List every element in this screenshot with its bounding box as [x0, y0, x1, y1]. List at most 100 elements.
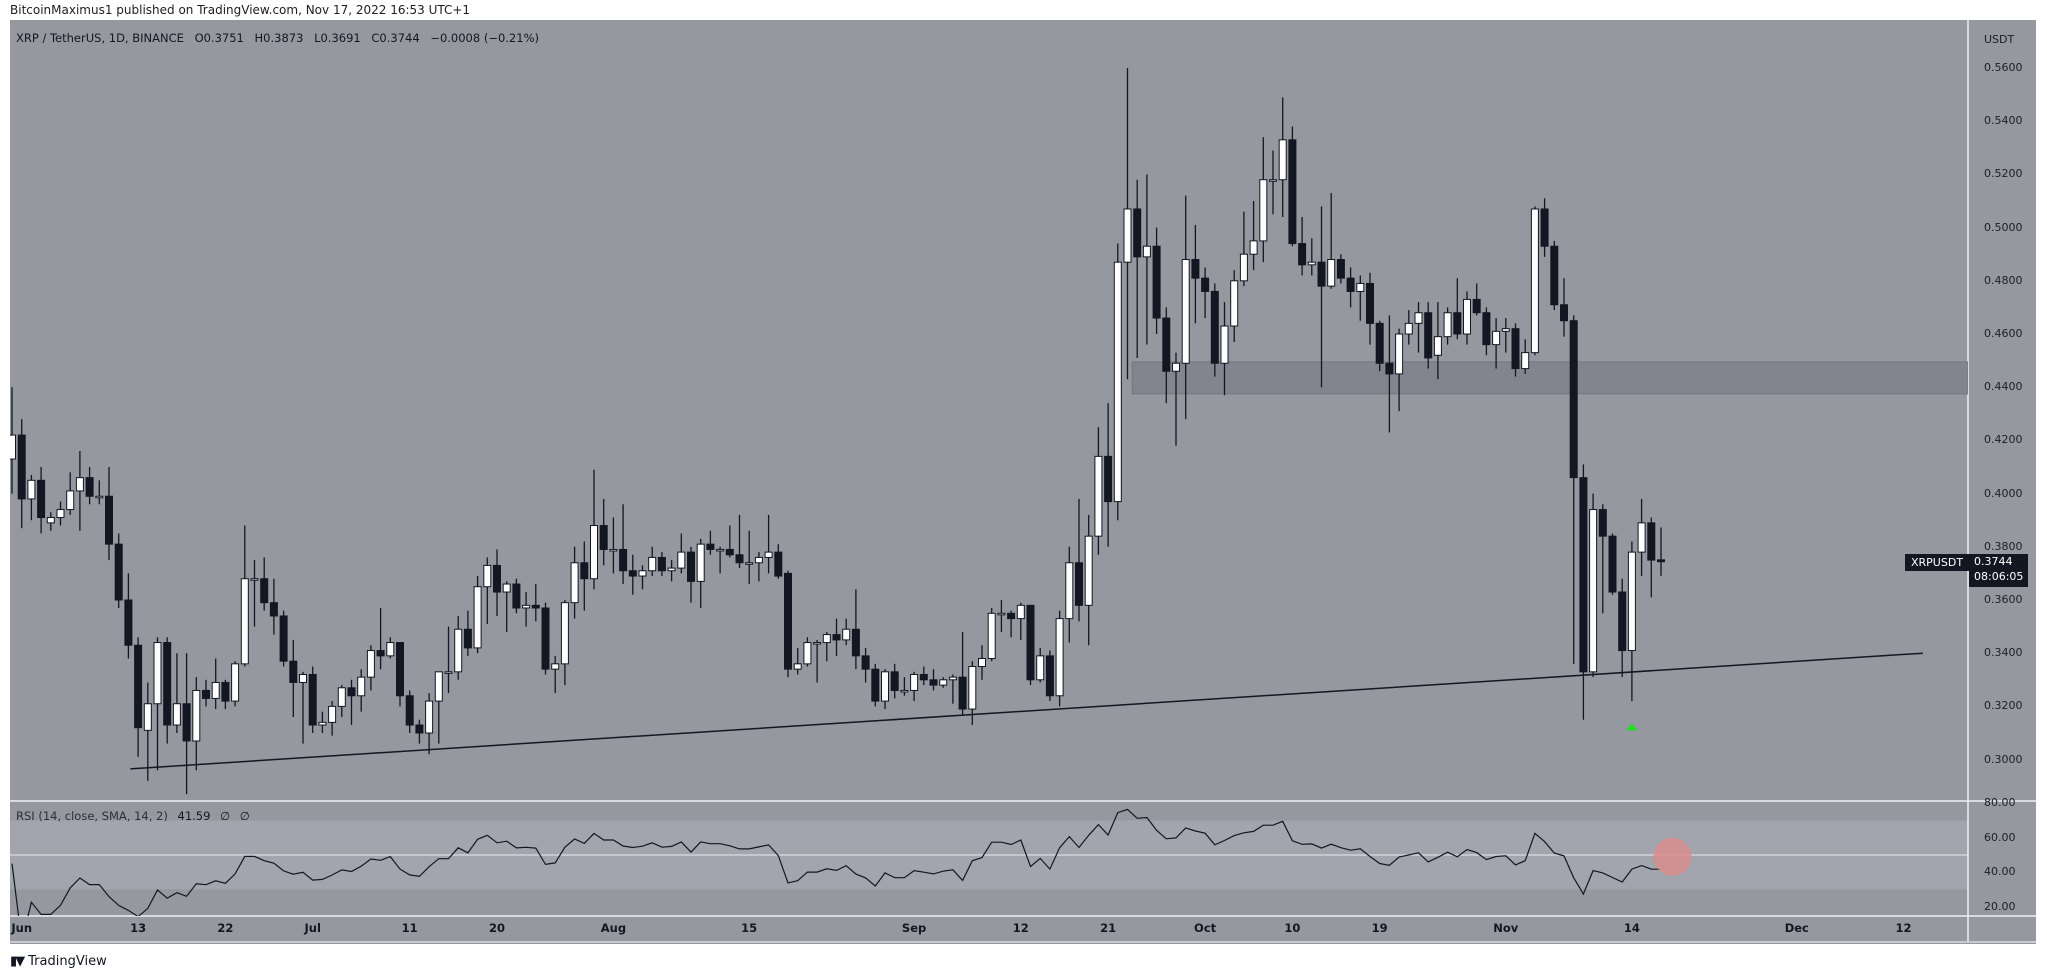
- rsi-line: [11, 808, 1662, 916]
- candle-bear: [289, 660, 298, 683]
- candle-bull: [172, 703, 181, 726]
- candle-bear: [1317, 261, 1326, 287]
- candle-bear: [260, 578, 269, 604]
- candle-bear: [871, 668, 880, 702]
- candle-bull: [192, 689, 201, 742]
- up-arrow-marker-icon: [1625, 723, 1638, 731]
- candle-bull: [677, 551, 686, 569]
- candle-bull: [1065, 562, 1074, 620]
- candle-bull: [1142, 245, 1151, 258]
- time-axis-label: 12: [1895, 921, 1912, 935]
- candle-bear: [1579, 477, 1588, 673]
- candle-bear: [1618, 591, 1627, 652]
- time-axis-label: Jun: [11, 921, 33, 935]
- candle-bear: [784, 572, 792, 670]
- time-axis-label: 22: [217, 921, 234, 935]
- candle-bull: [1259, 179, 1268, 242]
- candle-bear: [1424, 312, 1433, 359]
- price-axis-label: 0.3000: [1984, 752, 2023, 766]
- candle-bull: [1084, 535, 1093, 606]
- legend-low: L0.3691: [314, 31, 361, 45]
- rsi-label[interactable]: RSI (14, close, SMA, 14, 2): [16, 809, 168, 823]
- candle-bear: [1045, 655, 1054, 697]
- legend-symbol[interactable]: XRP / TetherUS, 1D, BINANCE: [16, 31, 184, 45]
- candle-bear: [1007, 612, 1016, 620]
- candle-bull: [357, 676, 366, 697]
- tradingview-logo-icon: ▮▼: [10, 954, 25, 969]
- candle-bear: [1453, 312, 1462, 335]
- candle-bull: [1627, 551, 1636, 652]
- candle-bear: [1104, 455, 1113, 503]
- candle-bear: [85, 477, 94, 497]
- tradingview-brand: TradingView: [28, 954, 107, 969]
- chart-canvas[interactable]: [10, 20, 2036, 944]
- candle-bull: [609, 548, 618, 552]
- candle-bull: [299, 673, 307, 683]
- price-axis-label: 0.5000: [1984, 220, 2023, 234]
- candle-bull: [1181, 259, 1190, 364]
- publisher-line: BitcoinMaximus1 published on TradingView…: [10, 3, 471, 17]
- candle-bear: [134, 644, 143, 729]
- candle-bull: [211, 681, 220, 699]
- candle-bear: [1162, 317, 1171, 372]
- time-axis-label: Jul: [304, 921, 321, 935]
- candle-bear: [163, 642, 172, 726]
- candle-bear: [628, 570, 637, 577]
- bar-countdown: 08:06:05: [1974, 569, 2024, 583]
- candle-bull: [1278, 139, 1287, 181]
- candle-bull: [1530, 208, 1539, 354]
- candle-bull: [803, 642, 812, 665]
- candle-bull: [1404, 322, 1413, 335]
- candle-bear: [269, 602, 278, 617]
- candle-bear: [1288, 139, 1297, 245]
- price-axis-label: 0.4400: [1984, 380, 2023, 394]
- candle-bull: [1463, 298, 1471, 335]
- candle-bear: [687, 551, 695, 582]
- candle-bear: [1560, 304, 1568, 322]
- price-axis-label: 0.3200: [1984, 699, 2023, 713]
- candle-bull: [1249, 240, 1258, 255]
- time-axis-label: Sep: [901, 921, 927, 935]
- chart-frame[interactable]: [10, 20, 2036, 944]
- candle-bear: [1385, 362, 1394, 375]
- candle-bear: [347, 687, 356, 697]
- candle-bear: [1482, 312, 1491, 346]
- candle-bear: [221, 681, 230, 702]
- candle-bull: [502, 583, 511, 593]
- tradingview-logo[interactable]: ▮▼ TradingView: [10, 954, 107, 969]
- candle-bull: [696, 543, 705, 582]
- candle-bull: [900, 689, 909, 693]
- candle-bull: [1327, 259, 1336, 287]
- candle-bull: [10, 434, 16, 460]
- candle-bear: [725, 548, 734, 556]
- candle-bear: [396, 642, 404, 697]
- rsi-legend: RSI (14, close, SMA, 14, 2) 41.59 ∅ ∅: [16, 809, 256, 823]
- candle-bull: [483, 564, 492, 588]
- candle-bear: [1550, 245, 1559, 306]
- candle-bull: [56, 509, 65, 519]
- candle-bear: [493, 564, 501, 593]
- candle-bear: [929, 679, 938, 686]
- candle-bull: [764, 551, 773, 558]
- candle-bull: [1172, 362, 1180, 372]
- candle-bull: [667, 567, 676, 572]
- candle-bear: [202, 689, 210, 699]
- rsi-highlight-circle: [1653, 837, 1692, 876]
- candle-bear: [463, 628, 472, 649]
- price-axis-label: 0.4800: [1984, 273, 2023, 287]
- candle-bear: [17, 434, 26, 500]
- candle-bull: [1501, 328, 1510, 332]
- candle-bull: [1589, 509, 1598, 673]
- candle-bull: [754, 556, 763, 564]
- candle-bear: [1191, 259, 1200, 279]
- rsi-extra-2: ∅: [239, 809, 250, 823]
- candle-bull: [1123, 208, 1132, 263]
- candle-bull: [881, 671, 889, 702]
- candle-bull: [813, 642, 822, 645]
- price-axis-label: 0.3800: [1984, 539, 2023, 553]
- candle-bear: [512, 583, 521, 609]
- candle-bear: [1075, 562, 1083, 606]
- candle-bull: [366, 650, 375, 678]
- price-axis-label: 0.3400: [1984, 646, 2023, 660]
- legend-close: C0.3744: [371, 31, 420, 45]
